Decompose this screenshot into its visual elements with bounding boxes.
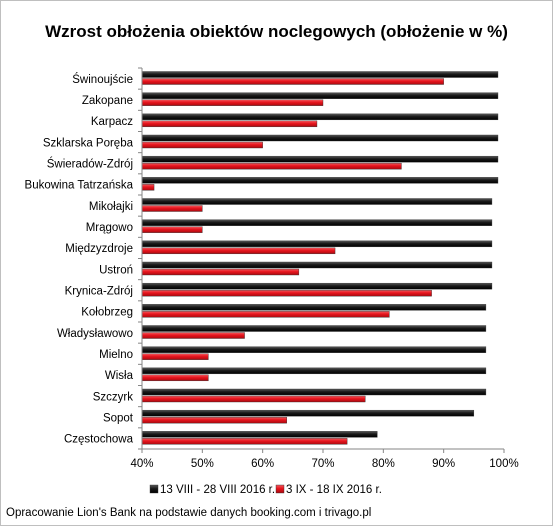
bar-series-1 [141, 409, 475, 417]
x-tick-label: 60% [251, 458, 274, 470]
category-label: Wisła [105, 370, 134, 382]
bar-series-1 [141, 177, 499, 184]
bar-series-1 [141, 134, 499, 142]
category-label: Szczyrk [93, 391, 134, 403]
bar-series-1 [141, 261, 493, 269]
bar-series-1 [141, 431, 378, 438]
category-label: Świnoujście [72, 73, 133, 86]
bar-series-1 [141, 219, 493, 226]
bar-series-1 [141, 92, 499, 99]
bar-series-1 [141, 113, 499, 121]
x-tick-label: 90% [432, 458, 455, 470]
bar-series-1 [141, 304, 487, 311]
bar-series-2 [141, 438, 348, 445]
legend-swatch [149, 484, 159, 494]
bar-series-2 [141, 162, 402, 170]
bar-series-1 [141, 346, 487, 353]
x-tick-label: 80% [372, 458, 395, 470]
x-tick-label: 100% [489, 458, 518, 470]
x-tick-label: 40% [130, 458, 153, 470]
x-tick-label: 50% [191, 458, 214, 470]
bar-series-2 [141, 78, 444, 85]
category-label: Bukowina Tatrzańska [25, 180, 134, 192]
bar-series-2 [141, 99, 324, 106]
bar-series-1 [141, 155, 499, 163]
category-label: Częstochowa [64, 434, 134, 446]
bar-series-1 [141, 71, 499, 78]
chart-title: Wzrost obłożenia obiektów noclegowych (o… [45, 22, 508, 41]
bar-series-2 [141, 374, 209, 382]
category-label: Karpacz [91, 116, 133, 128]
bar-series-1 [141, 240, 493, 248]
category-label: Sopot [103, 412, 134, 424]
bar-series-2 [141, 268, 300, 276]
bar-series-2 [141, 205, 203, 212]
bar-series-2 [141, 226, 203, 233]
category-label: Świeradów-Zdrój [47, 157, 133, 170]
legend-label: 13 VIII - 28 VIII 2016 r. [160, 484, 275, 496]
bar-series-2 [141, 141, 263, 149]
bar-series-2 [141, 120, 318, 128]
bar-series-1 [141, 388, 487, 396]
category-label: Mrągowo [86, 222, 133, 234]
category-label: Krynica-Zdrój [65, 285, 133, 297]
bar-series-2 [141, 332, 245, 339]
bar-series-1 [141, 198, 493, 205]
category-label: Zakopane [82, 95, 133, 107]
category-label: Mielno [99, 349, 133, 361]
bar-series-2 [141, 311, 390, 318]
x-tick-label: 70% [311, 458, 334, 470]
source-note: Opracowanie Lion's Bank na podstawie dan… [6, 507, 372, 519]
bar-series-1 [141, 367, 487, 375]
bar-series-1 [141, 282, 493, 290]
category-label: Szklarska Poręba [43, 137, 134, 149]
legend-label: 3 IX - 18 IX 2016 r. [286, 484, 382, 496]
category-label: Kołobrzeg [81, 307, 133, 319]
bar-series-2 [141, 395, 366, 403]
category-label: Władysławowo [57, 328, 133, 340]
legend-swatch [275, 484, 285, 494]
bar-series-2 [141, 416, 288, 424]
category-label: Mikołajki [89, 201, 133, 213]
bar-series-2 [141, 289, 432, 297]
bar-series-2 [141, 247, 336, 255]
bar-series-2 [141, 353, 209, 360]
category-label: Międzyzdroje [65, 243, 133, 255]
bar-series-1 [141, 325, 487, 332]
category-label: Ustroń [99, 264, 133, 276]
bar-series-2 [141, 184, 155, 191]
